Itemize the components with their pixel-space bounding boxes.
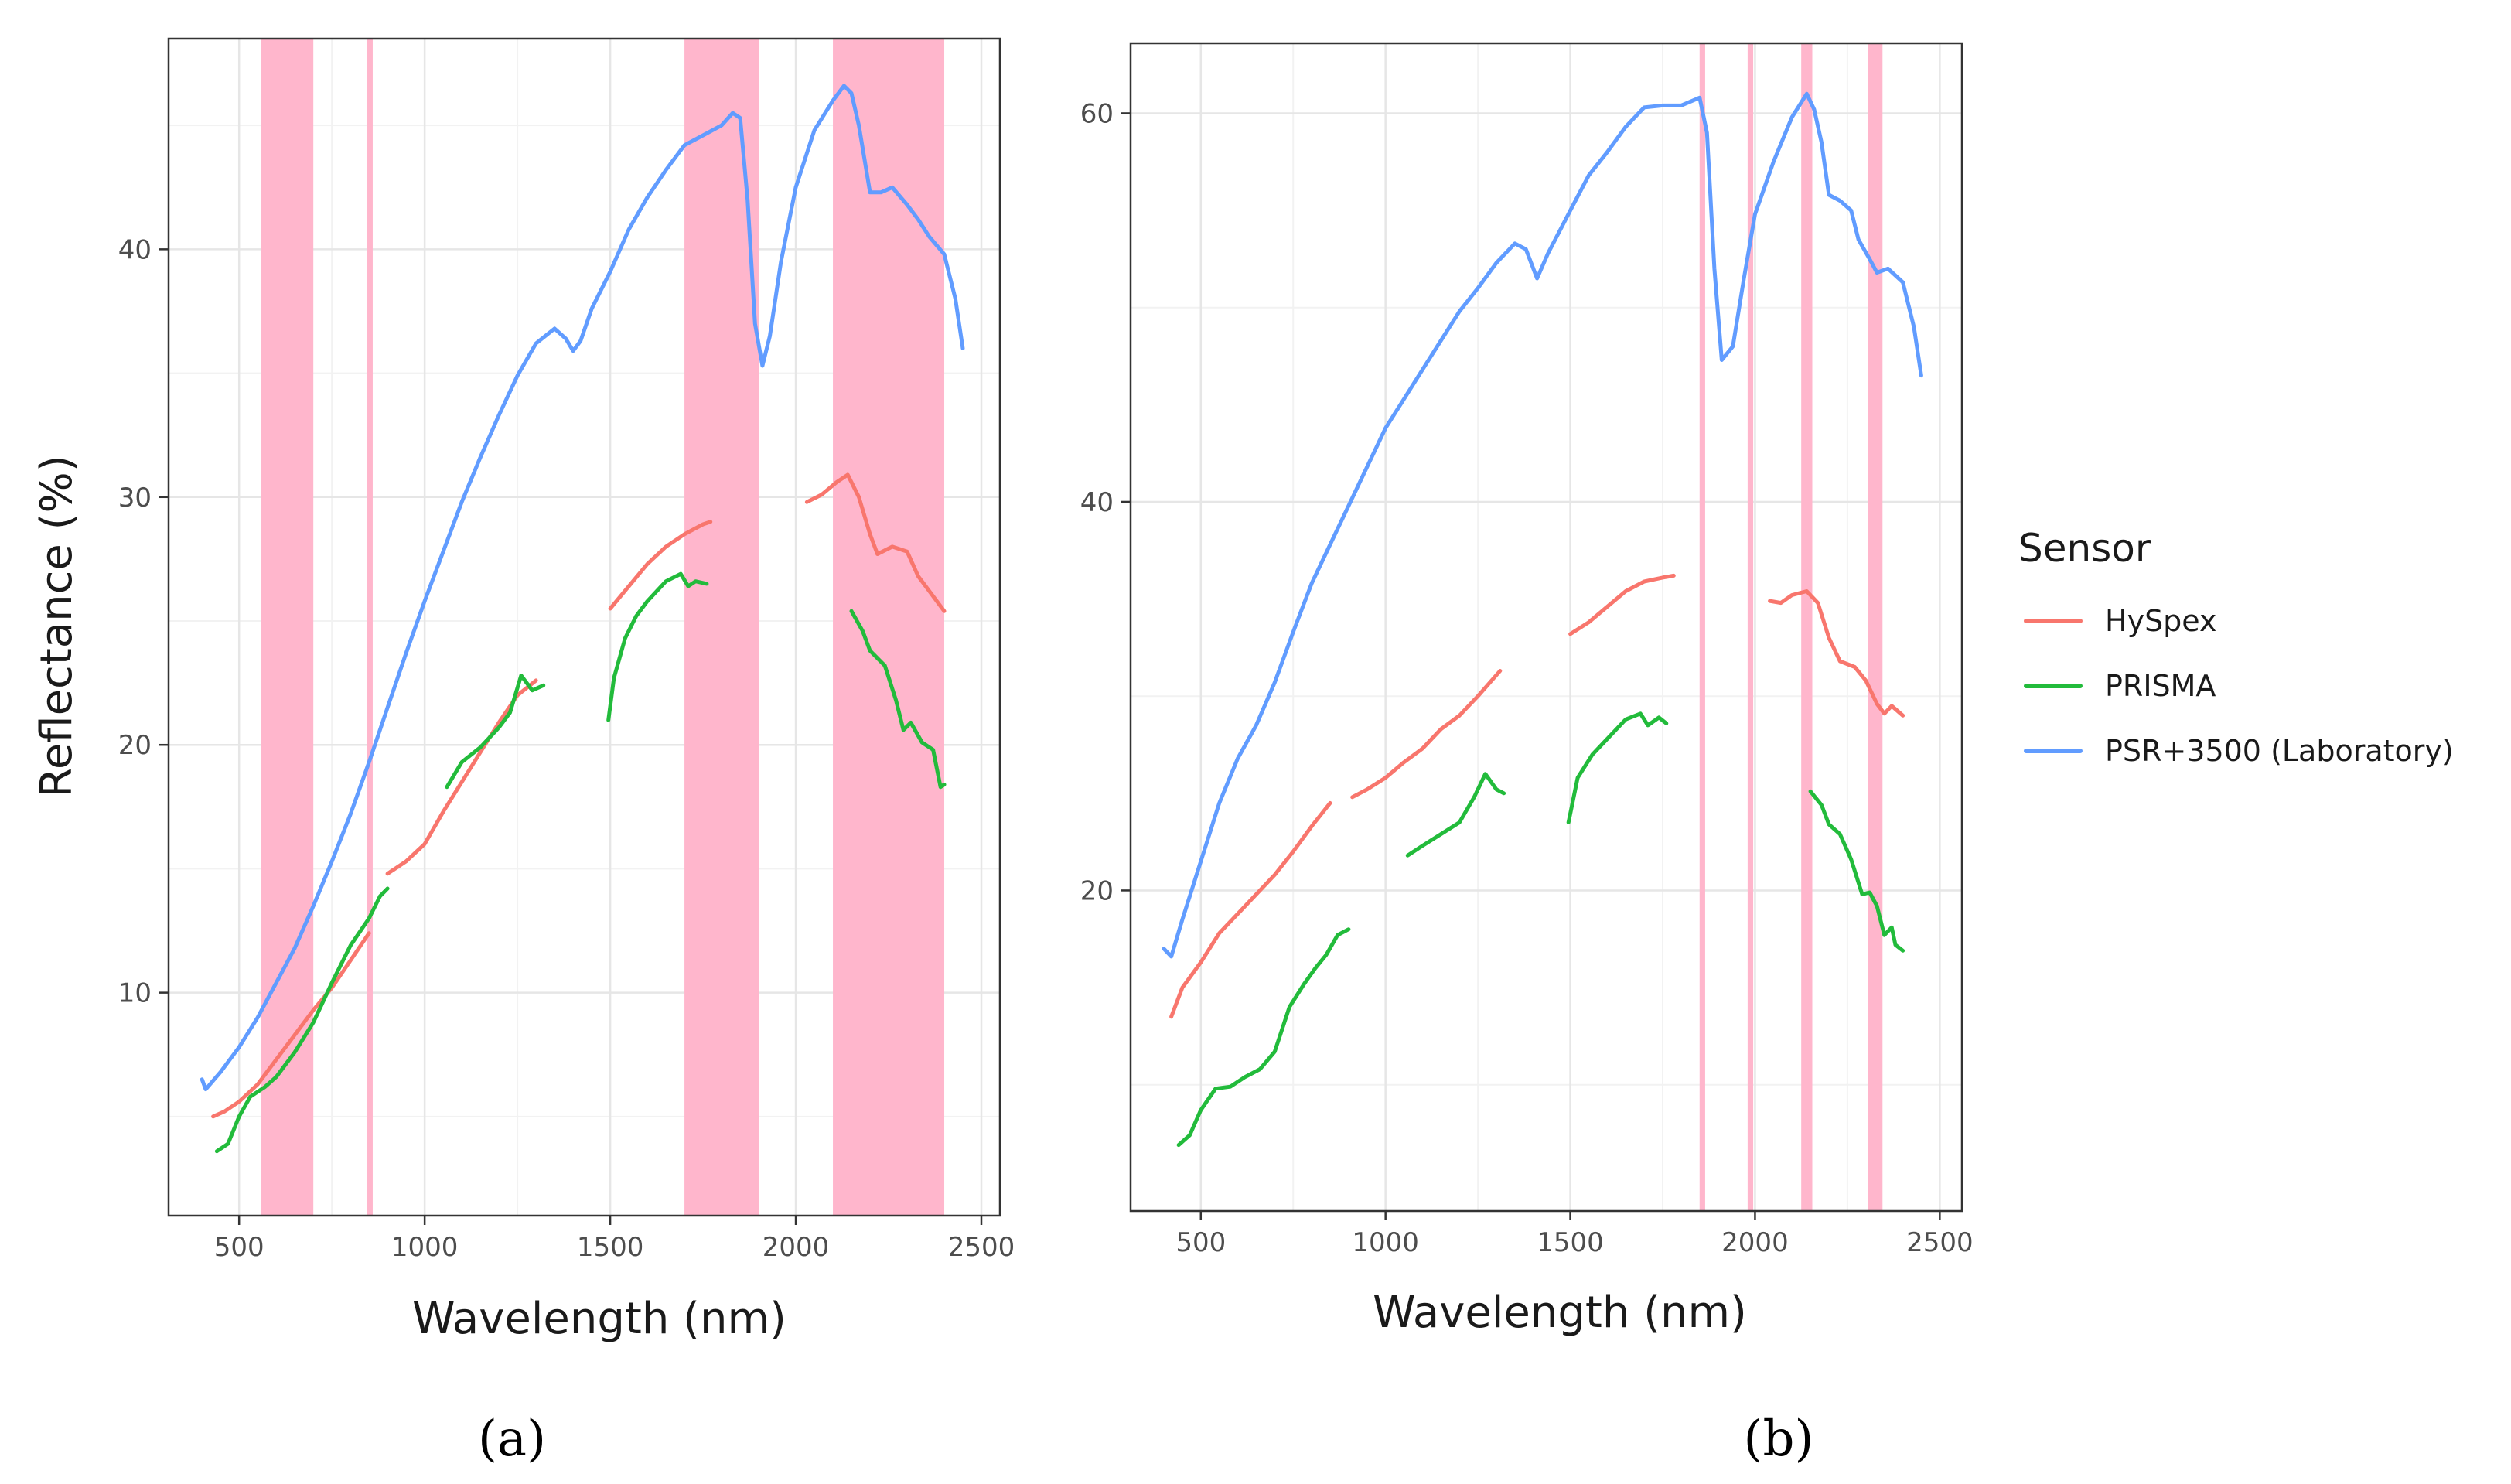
- x-tick-label: 500: [1175, 1227, 1226, 1258]
- y-tick-label: 20: [1080, 875, 1114, 906]
- x-tick-label: 2500: [1906, 1227, 1974, 1258]
- x-tick-label: 1000: [391, 1232, 459, 1263]
- panel-b-background: [1131, 43, 1962, 1211]
- series-prisma-segment-0: [214, 886, 390, 1154]
- band-0: [1699, 43, 1705, 1211]
- x-tick-label: 2000: [1721, 1227, 1789, 1258]
- y-tick-label: 10: [118, 978, 152, 1009]
- panel-a-bands: [261, 39, 945, 1216]
- series-hyspex-segment-2: [1568, 573, 1676, 636]
- series-psr-3500-laboratory-segment-0: [200, 84, 965, 1092]
- x-tick-label: 1500: [1537, 1227, 1604, 1258]
- series-hyspex-segment-2: [608, 520, 713, 611]
- series-prisma-segment-3: [849, 609, 947, 790]
- series-hyspex-segment-1: [1350, 669, 1503, 800]
- series-hyspex-segment-0: [211, 931, 371, 1119]
- y-tick-label: 40: [118, 234, 152, 265]
- series-hyspex-segment-3: [804, 472, 947, 613]
- series-prisma-segment-1: [445, 674, 546, 790]
- band-0: [261, 39, 314, 1216]
- y-tick-label: 60: [1080, 98, 1114, 129]
- series-psr-3500-laboratory-segment-0: [1162, 91, 1923, 959]
- series-prisma-segment-2: [606, 571, 709, 722]
- series-prisma-segment-0: [1176, 927, 1351, 1148]
- legend-item-prisma: PRISMA: [2024, 669, 2216, 703]
- y-tick-label: 30: [118, 483, 152, 513]
- panel-b-series: [1162, 91, 1923, 1148]
- x-tick-label: 1000: [1352, 1227, 1419, 1258]
- series-prisma-segment-3: [1808, 789, 1905, 953]
- band-1: [1747, 43, 1754, 1211]
- y-tick-label: 40: [1080, 487, 1114, 518]
- x-tick-label: 2000: [763, 1232, 830, 1263]
- panel-a-label: (a): [478, 1411, 546, 1468]
- series-hyspex-segment-3: [1768, 589, 1905, 718]
- legend-item-hyspex: HySpex: [2024, 604, 2217, 638]
- panel-a: 500 1000 1500 2000 2500 10 20 30 40 Wavelength (…: [32, 37, 1015, 1468]
- legend-label-hyspex: HySpex: [2105, 604, 2217, 638]
- series-prisma-segment-1: [1405, 772, 1506, 858]
- panel-b-ticks: 500 1000 1500 2000 2500 20 40 60: [1080, 98, 1974, 1258]
- band-2: [684, 39, 759, 1216]
- x-tick-label: 500: [214, 1232, 264, 1263]
- panel-b-border: [1129, 42, 1963, 1213]
- y-tick-label: 20: [118, 730, 152, 761]
- panel-a-ticks: 500 1000 1500 2000 2500 10 20 30 40: [118, 234, 1015, 1263]
- panel-a-ylabel: Reflectance (%): [32, 455, 82, 797]
- legend-label-psr3500: PSR+3500 (Laboratory): [2105, 734, 2454, 768]
- panel-b: 500 1000 1500 2000 2500 20 40 60 Wavelength (nm…: [1080, 42, 1974, 1468]
- band-3: [1868, 43, 1883, 1211]
- x-tick-label: 1500: [577, 1232, 644, 1263]
- x-tick-label: 2500: [948, 1232, 1015, 1263]
- legend: Sensor HySpex PRISMA PSR+3500 (Laborator…: [2018, 526, 2454, 768]
- legend-title: Sensor: [2018, 526, 2151, 571]
- series-hyspex-segment-0: [1169, 800, 1332, 1019]
- series-prisma-segment-2: [1566, 711, 1669, 824]
- panel-a-series: [200, 84, 965, 1154]
- panel-a-xlabel: Wavelength (nm): [412, 1294, 786, 1344]
- band-3: [833, 39, 945, 1216]
- panel-b-xlabel: Wavelength (nm): [1373, 1288, 1747, 1338]
- panel-b-label: (b): [1744, 1411, 1814, 1468]
- legend-item-psr3500: PSR+3500 (Laboratory): [2024, 734, 2454, 768]
- panel-a-border: [167, 37, 1001, 1217]
- band-1: [367, 39, 373, 1216]
- legend-label-prisma: PRISMA: [2105, 669, 2216, 703]
- band-2: [1801, 43, 1813, 1211]
